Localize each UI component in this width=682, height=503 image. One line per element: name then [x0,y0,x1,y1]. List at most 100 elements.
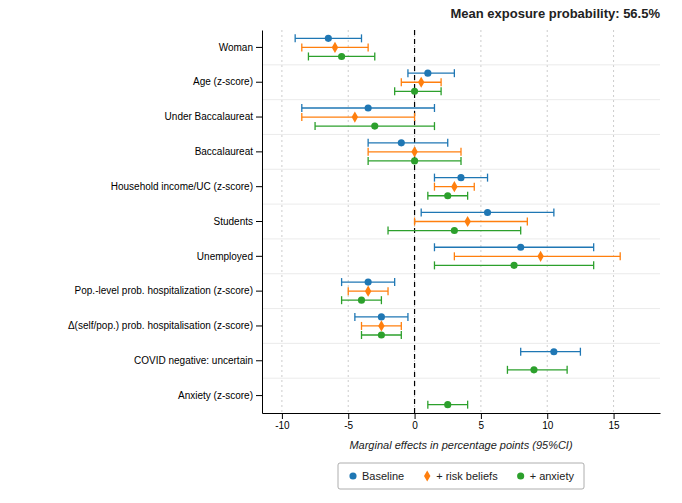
error-bar [415,221,528,222]
error-cap [407,313,408,321]
point [371,123,378,130]
plot: -10-5051015WomanAge (z-score)Under Bacca… [68,30,661,431]
error-cap [414,113,415,121]
point [464,216,470,227]
legend-symbol [424,470,430,481]
x-tick-label: 10 [542,420,554,431]
y-tick: Woman [219,42,262,53]
y-tick-mark [256,82,262,83]
y-tick-label: Age (z-score) [193,76,253,87]
y-tick-mark [256,221,262,222]
error-cap [593,261,594,269]
error-cap [301,113,302,121]
y-axis-line [262,31,263,414]
error-cap [427,192,428,200]
error-cap [361,322,362,330]
error-cap [434,261,435,269]
row-separator [262,169,660,170]
point [550,348,557,355]
error-cap [487,174,488,182]
error-cap [387,287,388,295]
chart: -10-5051015WomanAge (z-score)Under Bacca… [0,0,682,503]
error-cap [434,174,435,182]
point [411,146,417,157]
error-cap [553,208,554,216]
y-tick-label: Baccalaureat [195,146,254,157]
x-tick-mark [348,413,349,419]
point [418,77,424,88]
legend-item: + anxiety [517,470,574,482]
y-tick: Under Baccalaureat [165,111,262,122]
error-cap [367,148,368,156]
error-cap [361,34,362,42]
point [530,366,537,373]
error-cap [367,157,368,165]
error-cap [434,243,435,251]
error-bar [302,116,415,117]
error-cap [401,78,402,86]
x-tick: 0 [412,413,418,431]
error-cap [394,278,395,286]
point [378,313,385,320]
error-cap [341,278,342,286]
x-tick-label: -5 [344,420,353,431]
y-tick-label: Unemployed [197,251,253,262]
error-cap [566,366,567,374]
point [451,181,457,192]
y-tick: Unemployed [197,251,262,262]
x-tick-label: 15 [609,420,621,431]
point [457,174,464,181]
error-cap [520,227,521,235]
point [325,35,332,42]
y-tick: Age (z-score) [193,76,262,87]
point [517,244,524,251]
error-cap [295,34,296,42]
y-tick-mark [256,47,262,48]
y-tick-mark [256,395,262,396]
point [510,262,517,269]
error-cap [620,252,621,260]
series [302,42,620,332]
error-cap [354,313,355,321]
y-tick-mark [256,325,262,326]
point [398,139,405,146]
error-cap [454,69,455,77]
row-separator [262,238,660,239]
legend-label: + risk beliefs [436,470,498,482]
legend-frame [338,463,584,489]
x-axis: -10-5051015 [263,413,661,431]
error-bar [434,247,593,248]
point [365,104,372,111]
error-cap [454,252,455,260]
error-cap [434,104,435,112]
grid-line [281,30,282,413]
x-tick-mark [415,413,416,419]
legend-symbol [349,472,356,479]
x-tick: 10 [542,413,554,431]
row-separator [262,308,660,309]
point [378,320,384,331]
legend-label: Baseline [362,470,404,482]
error-cap [447,139,448,147]
x-tick-label: -10 [275,420,290,431]
x-tick: -5 [344,413,353,431]
error-cap [308,52,309,60]
error-cap [593,243,594,251]
point [365,279,372,286]
x-tick-mark [282,413,283,419]
error-cap [361,331,362,339]
row-separator [262,99,660,100]
point [358,297,365,304]
row-separators [262,65,660,378]
error-cap [367,43,368,51]
x-axis-title: Marginal effects in percentage points (9… [349,439,573,451]
error-cap [427,401,428,409]
error-cap [348,287,349,295]
error-cap [507,366,508,374]
error-cap [434,122,435,130]
point [451,227,458,234]
point [444,401,451,408]
series [308,52,593,408]
y-tick-label: Under Baccalaureat [165,111,254,122]
point [444,192,451,199]
